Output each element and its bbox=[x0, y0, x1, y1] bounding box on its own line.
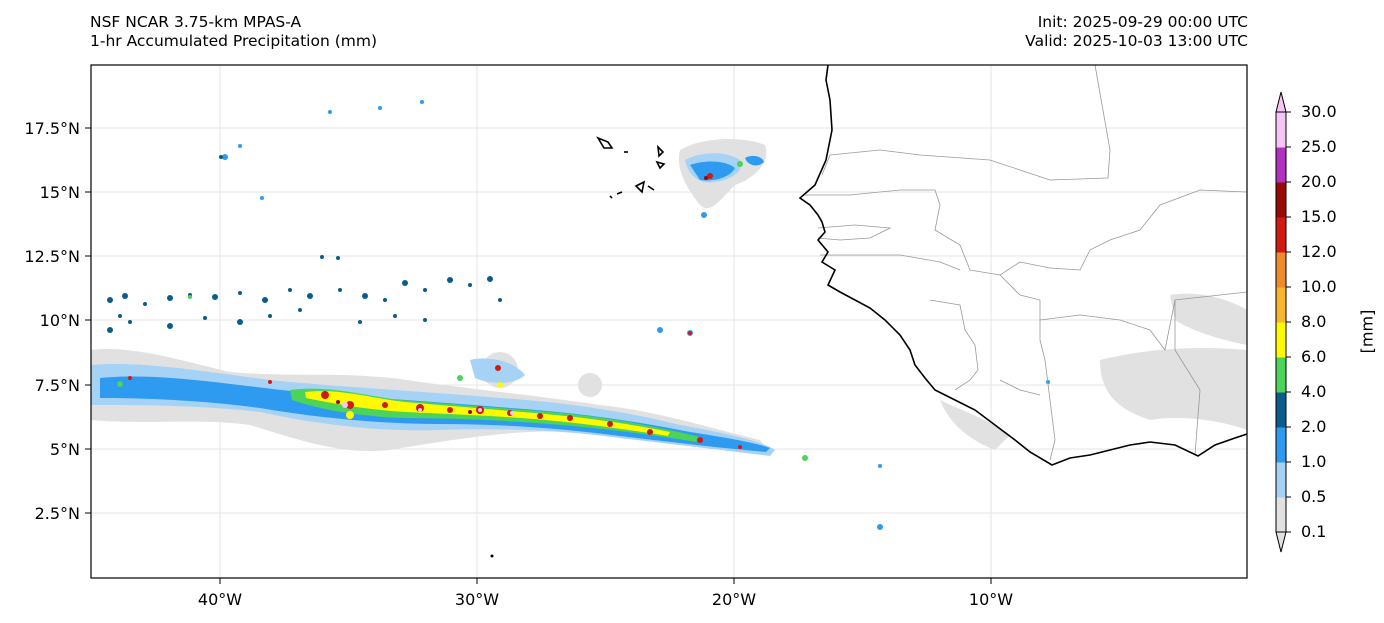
colorbar-segment bbox=[1276, 497, 1286, 533]
lat-label: 5°N bbox=[50, 440, 80, 459]
lat-label: 15°N bbox=[40, 183, 80, 202]
colorbar-segment bbox=[1276, 147, 1286, 183]
colorbar-segment bbox=[1276, 427, 1286, 463]
colorbar-level-label: 4.0 bbox=[1301, 382, 1327, 401]
colorbar-level-label: 2.0 bbox=[1301, 417, 1327, 436]
colorbar-level-label: 0.5 bbox=[1301, 487, 1327, 506]
colorbar-level-label: 30.0 bbox=[1301, 102, 1337, 121]
map-area bbox=[91, 65, 1247, 578]
colorbar-segment bbox=[1276, 322, 1286, 358]
colorbar-segment bbox=[1276, 392, 1286, 428]
coastline bbox=[596, 65, 1247, 466]
precip-30plus bbox=[342, 402, 514, 415]
precip-15-20 bbox=[336, 176, 708, 414]
lon-label: 20°W bbox=[712, 590, 756, 609]
colorbar-extend-low bbox=[1275, 531, 1287, 553]
colorbar-level-label: 12.0 bbox=[1301, 242, 1337, 261]
colorbar-segment bbox=[1276, 252, 1286, 288]
colorbar-level-label: 1.0 bbox=[1301, 452, 1327, 471]
colorbar-level-label: 25.0 bbox=[1301, 137, 1337, 156]
lat-axis-labels: 17.5°N 15°N 12.5°N 10°N 7.5°N 5°N 2.5°N bbox=[24, 119, 80, 523]
axis-ticks bbox=[85, 127, 992, 584]
lon-label: 30°W bbox=[455, 590, 499, 609]
colorbar-extend-high bbox=[1275, 91, 1287, 113]
colorbar-unit: [mm] bbox=[1357, 309, 1377, 354]
lon-label: 40°W bbox=[198, 590, 242, 609]
init-time: Init: 2025-09-29 00:00 UTC bbox=[1037, 13, 1248, 31]
title-left: NSF NCAR 3.75-km MPAS-A 1-hr Accumulated… bbox=[90, 13, 377, 51]
lat-label: 7.5°N bbox=[35, 376, 80, 395]
colorbar-segment bbox=[1276, 112, 1286, 148]
colorbar-segment bbox=[1276, 462, 1286, 498]
field-name: 1-hr Accumulated Precipitation (mm) bbox=[90, 32, 377, 50]
colorbar-segment bbox=[1276, 357, 1286, 393]
colorbar-level-label: 6.0 bbox=[1301, 347, 1327, 366]
gridlines bbox=[91, 65, 1247, 578]
map-frame bbox=[90, 64, 1248, 579]
lat-label: 17.5°N bbox=[24, 119, 80, 138]
colorbar-level-label: 15.0 bbox=[1301, 207, 1337, 226]
colorbar-level-label: 0.1 bbox=[1301, 522, 1327, 541]
title-right: Init: 2025-09-29 00:00 UTC Valid: 2025-1… bbox=[1025, 13, 1248, 51]
colorbar-segment bbox=[1276, 182, 1286, 218]
lat-label: 12.5°N bbox=[24, 247, 80, 266]
island-dot bbox=[490, 554, 494, 558]
colorbar-level-label: 8.0 bbox=[1301, 312, 1327, 331]
country-borders bbox=[805, 65, 1247, 461]
colorbar-level-label: 20.0 bbox=[1301, 172, 1337, 191]
lat-label: 10°N bbox=[40, 311, 80, 330]
lon-axis-labels: 40°W 30°W 20°W 10°W bbox=[198, 590, 1013, 609]
colorbar-level-label: 10.0 bbox=[1301, 277, 1337, 296]
lat-label: 2.5°N bbox=[35, 504, 80, 523]
precip-cells-north bbox=[107, 155, 502, 333]
colorbar bbox=[1275, 91, 1291, 553]
colorbar-segment bbox=[1276, 217, 1286, 253]
valid-time: Valid: 2025-10-03 13:00 UTC bbox=[1025, 32, 1248, 50]
model-name: NSF NCAR 3.75-km MPAS-A bbox=[90, 13, 302, 31]
lon-label: 10°W bbox=[969, 590, 1013, 609]
colorbar-segment bbox=[1276, 287, 1286, 323]
